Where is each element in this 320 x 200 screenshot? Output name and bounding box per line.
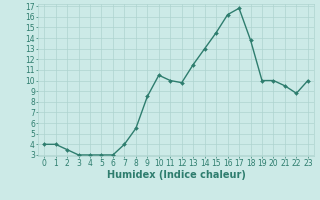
X-axis label: Humidex (Indice chaleur): Humidex (Indice chaleur) xyxy=(107,170,245,180)
